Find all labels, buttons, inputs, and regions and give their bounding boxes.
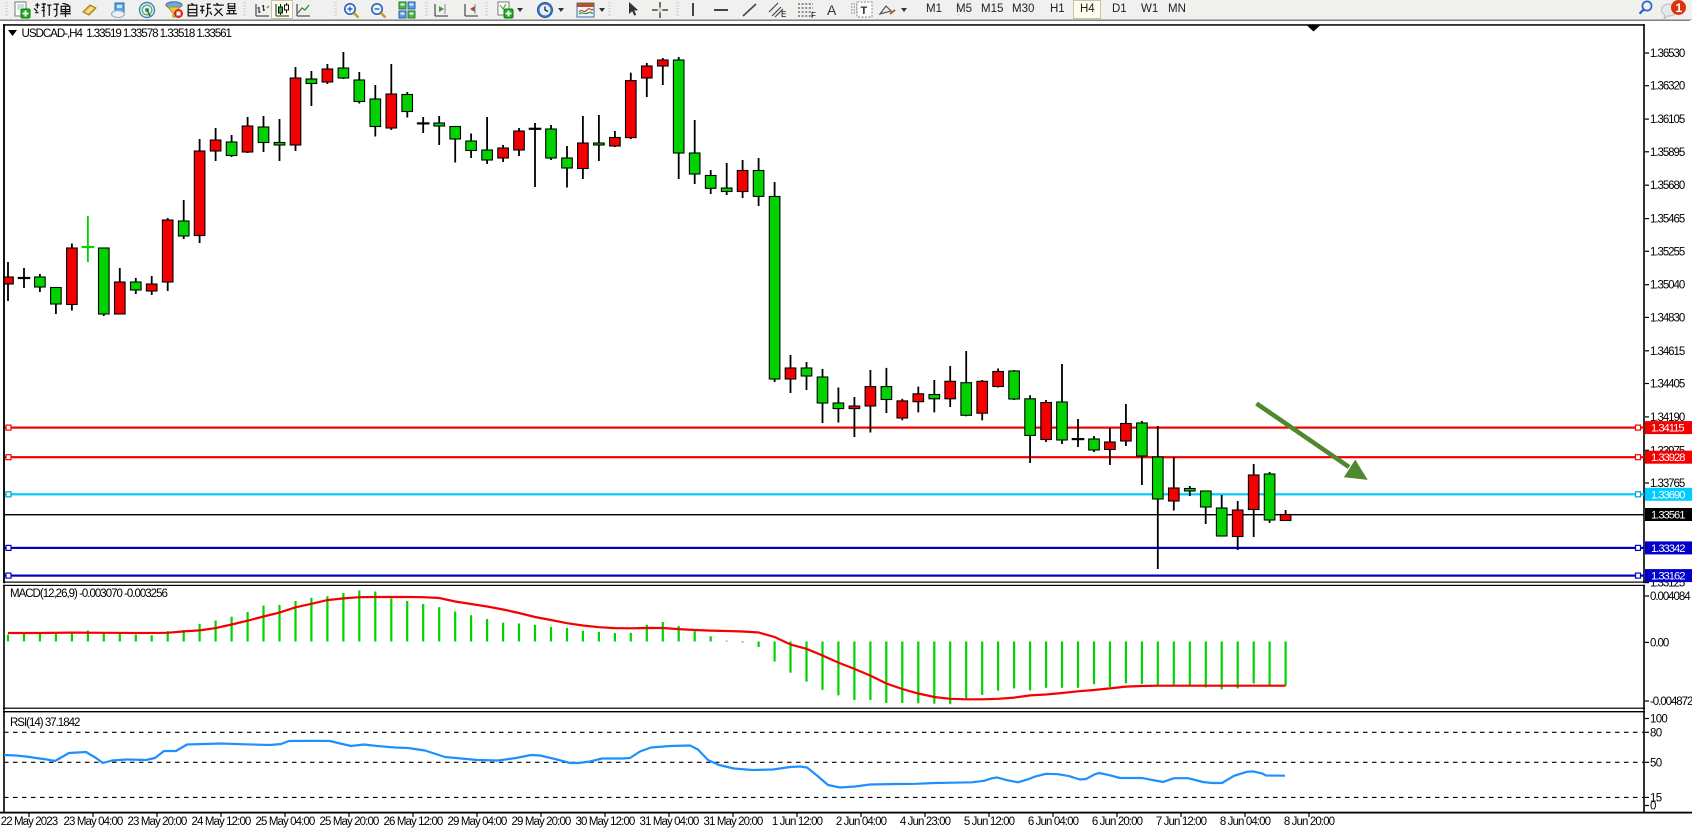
svg-text:5 Jun 12:00: 5 Jun 12:00	[964, 816, 1015, 828]
svg-text:26 May 12:00: 26 May 12:00	[384, 816, 443, 828]
svg-text:1.33928: 1.33928	[1651, 452, 1685, 464]
svg-text:1.35680: 1.35680	[1650, 180, 1685, 192]
svg-text:24 May 12:00: 24 May 12:00	[192, 816, 251, 828]
svg-text:8 Jun 04:00: 8 Jun 04:00	[1220, 816, 1271, 828]
svg-text:1 Jun 12:00: 1 Jun 12:00	[772, 816, 823, 828]
svg-text:31 May 04:00: 31 May 04:00	[640, 816, 699, 828]
svg-text:1.33690: 1.33690	[1651, 489, 1685, 501]
svg-text:T: T	[861, 5, 868, 17]
svg-text:1.33765: 1.33765	[1650, 478, 1685, 490]
svg-text:0.004084: 0.004084	[1650, 591, 1691, 603]
svg-text:23 May 04:00: 23 May 04:00	[64, 816, 123, 828]
svg-text:E: E	[781, 10, 786, 19]
svg-text:RSI(14) 37.1842: RSI(14) 37.1842	[10, 717, 80, 729]
svg-text:1.35465: 1.35465	[1650, 214, 1685, 226]
svg-text:1.34830: 1.34830	[1650, 312, 1685, 324]
svg-text:-0.004872: -0.004872	[1650, 696, 1692, 708]
svg-text:6 Jun 04:00: 6 Jun 04:00	[1028, 816, 1079, 828]
svg-text:50: 50	[1650, 757, 1662, 769]
svg-text:31 May 20:00: 31 May 20:00	[704, 816, 763, 828]
svg-text:1.36530: 1.36530	[1650, 48, 1685, 60]
svg-text:25 May 04:00: 25 May 04:00	[256, 816, 315, 828]
svg-text:1.35040: 1.35040	[1650, 280, 1685, 292]
svg-text:80: 80	[1650, 727, 1662, 739]
svg-text:1.36320: 1.36320	[1650, 81, 1685, 93]
svg-text:7 Jun 12:00: 7 Jun 12:00	[1156, 816, 1207, 828]
svg-text:MACD(12,26,9) -0.003070 -0.003: MACD(12,26,9) -0.003070 -0.003256	[10, 588, 167, 600]
svg-text:2 Jun 04:00: 2 Jun 04:00	[836, 816, 887, 828]
svg-text:1.33342: 1.33342	[1651, 543, 1685, 555]
svg-text:F: F	[811, 11, 816, 19]
svg-text:0: 0	[1650, 801, 1656, 813]
svg-text:100: 100	[1650, 714, 1667, 726]
svg-text:1.34615: 1.34615	[1650, 346, 1685, 358]
svg-text:8 Jun 20:00: 8 Jun 20:00	[1284, 816, 1335, 828]
svg-text:1.35255: 1.35255	[1650, 246, 1685, 258]
svg-text:1.35895: 1.35895	[1650, 147, 1685, 159]
svg-text:1.33561: 1.33561	[1651, 510, 1685, 522]
svg-text:22 May 2023: 22 May 2023	[1, 816, 58, 828]
svg-text:1.33162: 1.33162	[1651, 571, 1685, 583]
svg-text:6 Jun 20:00: 6 Jun 20:00	[1092, 816, 1143, 828]
svg-text:1.34190: 1.34190	[1650, 412, 1685, 424]
svg-text:23 May 20:00: 23 May 20:00	[128, 816, 187, 828]
svg-text:25 May 20:00: 25 May 20:00	[320, 816, 379, 828]
svg-text:1.34115: 1.34115	[1651, 423, 1684, 435]
svg-text:0.00: 0.00	[1650, 637, 1669, 649]
svg-text:1.36105: 1.36105	[1650, 114, 1685, 126]
svg-text:USDCAD-,H4 1.33519 1.33578 1.: USDCAD-,H4 1.33519 1.33578 1.33518 1.335…	[22, 27, 232, 40]
svg-text:29 May 20:00: 29 May 20:00	[512, 816, 571, 828]
svg-text:15: 15	[1650, 792, 1662, 804]
svg-text:1.34405: 1.34405	[1650, 379, 1685, 391]
svg-text:30 May 12:00: 30 May 12:00	[576, 816, 635, 828]
svg-text:4 Jun 23:00: 4 Jun 23:00	[900, 816, 951, 828]
svg-text:29 May 04:00: 29 May 04:00	[448, 816, 507, 828]
